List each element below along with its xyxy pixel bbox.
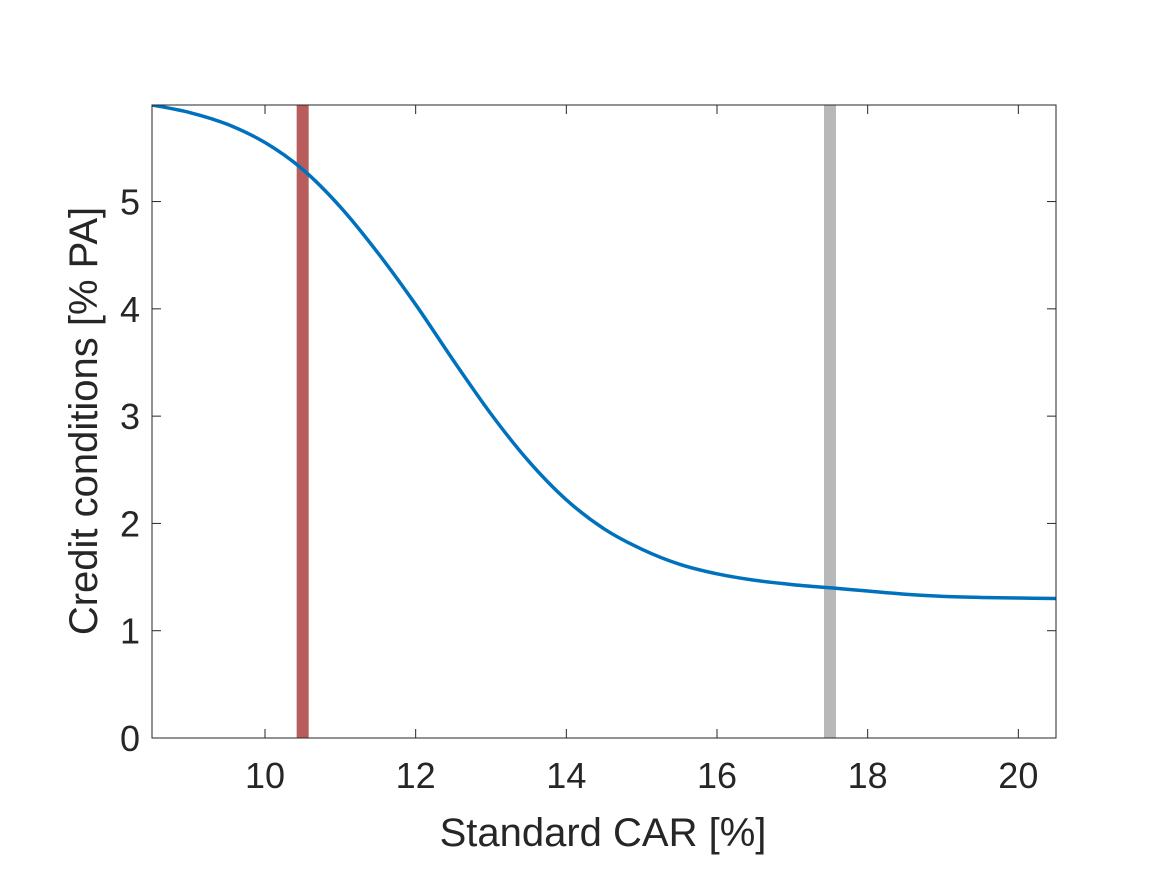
x-tick-label: 12 xyxy=(396,755,436,796)
x-tick-label: 10 xyxy=(245,755,285,796)
x-tick-label: 16 xyxy=(697,755,737,796)
x-tick-label: 20 xyxy=(998,755,1038,796)
y-tick-label: 1 xyxy=(120,611,140,652)
y-tick-label: 3 xyxy=(120,396,140,437)
plot-area xyxy=(152,105,1056,738)
x-tick-label: 14 xyxy=(546,755,586,796)
y-tick-label: 2 xyxy=(120,503,140,544)
y-tick-label: 0 xyxy=(120,718,140,759)
x-tick-label: 18 xyxy=(848,755,888,796)
y-axis-label: Credit conditions [% PA] xyxy=(62,207,106,635)
series-line-1 xyxy=(152,105,1056,601)
y-tick-label: 4 xyxy=(120,289,140,330)
x-axis-label: Standard CAR [%] xyxy=(440,811,767,855)
plot-content xyxy=(152,105,1056,738)
axes-box xyxy=(151,104,1057,739)
y-tick-label: 5 xyxy=(120,182,140,223)
